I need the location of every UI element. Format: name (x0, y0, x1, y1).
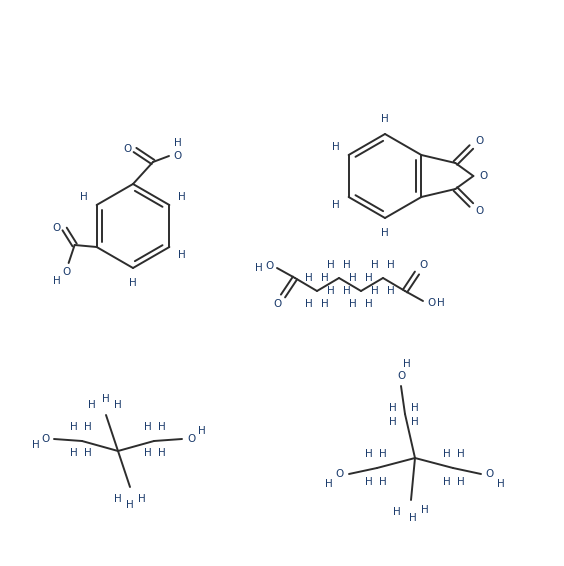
Text: H: H (321, 273, 329, 283)
Text: H: H (158, 448, 166, 458)
Text: O: O (336, 469, 344, 479)
Text: O: O (475, 206, 483, 216)
Text: H: H (343, 286, 351, 296)
Text: H: H (379, 477, 387, 487)
Text: H: H (84, 422, 92, 432)
Text: O: O (174, 151, 182, 161)
Text: O: O (427, 298, 435, 308)
Text: H: H (381, 228, 389, 238)
Text: O: O (479, 171, 487, 181)
Text: H: H (129, 278, 137, 288)
Text: H: H (343, 260, 351, 270)
Text: H: H (379, 449, 387, 459)
Text: H: H (327, 260, 335, 270)
Text: H: H (84, 448, 92, 458)
Text: H: H (70, 448, 78, 458)
Text: H: H (332, 199, 340, 209)
Text: H: H (387, 286, 395, 296)
Text: O: O (419, 260, 427, 270)
Text: O: O (397, 371, 405, 381)
Text: H: H (403, 359, 411, 369)
Text: H: H (371, 260, 379, 270)
Text: H: H (371, 286, 379, 296)
Text: H: H (102, 394, 110, 404)
Text: H: H (349, 273, 357, 283)
Text: H: H (144, 422, 152, 432)
Text: H: H (70, 422, 78, 432)
Text: H: H (158, 422, 166, 432)
Text: O: O (265, 261, 273, 271)
Text: H: H (365, 449, 373, 459)
Text: H: H (349, 299, 357, 309)
Text: H: H (365, 477, 373, 487)
Text: H: H (411, 417, 419, 427)
Text: H: H (443, 477, 451, 487)
Text: H: H (178, 250, 186, 259)
Text: O: O (187, 434, 195, 444)
Text: O: O (273, 299, 281, 309)
Text: H: H (497, 479, 505, 489)
Text: H: H (114, 400, 122, 410)
Text: H: H (178, 192, 186, 203)
Text: O: O (486, 469, 494, 479)
Text: H: H (305, 299, 313, 309)
Text: H: H (126, 500, 134, 510)
Text: H: H (144, 448, 152, 458)
Text: O: O (52, 223, 61, 233)
Text: H: H (411, 403, 419, 413)
Text: H: H (198, 426, 206, 436)
Text: H: H (332, 143, 340, 152)
Text: O: O (41, 434, 49, 444)
Text: H: H (389, 417, 397, 427)
Text: H: H (365, 299, 373, 309)
Text: H: H (437, 298, 445, 308)
Text: O: O (63, 267, 70, 277)
Text: H: H (138, 494, 146, 504)
Text: O: O (124, 144, 132, 154)
Text: H: H (409, 513, 417, 523)
Text: H: H (321, 299, 329, 309)
Text: H: H (387, 260, 395, 270)
Text: H: H (32, 440, 40, 450)
Text: H: H (393, 507, 401, 517)
Text: H: H (457, 477, 465, 487)
Text: H: H (327, 286, 335, 296)
Text: H: H (421, 505, 429, 515)
Text: H: H (457, 449, 465, 459)
Text: H: H (174, 138, 182, 148)
Text: H: H (114, 494, 122, 504)
Text: H: H (53, 276, 60, 286)
Text: H: H (255, 263, 263, 273)
Text: H: H (389, 403, 397, 413)
Text: O: O (475, 136, 483, 146)
Text: H: H (443, 449, 451, 459)
Text: H: H (381, 114, 389, 124)
Text: H: H (88, 400, 96, 410)
Text: H: H (365, 273, 373, 283)
Text: H: H (325, 479, 333, 489)
Text: H: H (305, 273, 313, 283)
Text: H: H (80, 192, 87, 203)
